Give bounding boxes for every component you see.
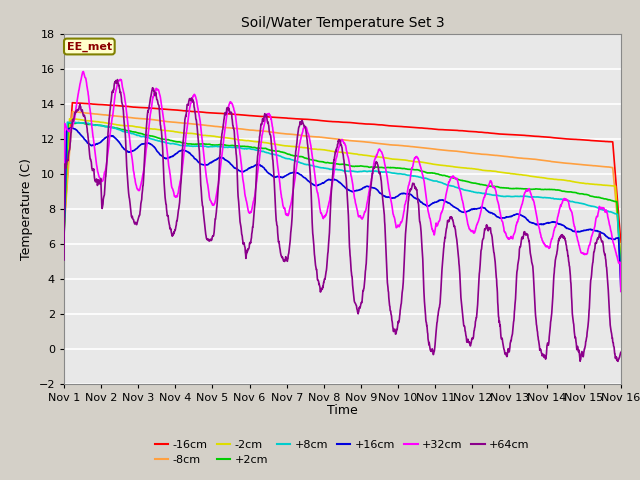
Text: EE_met: EE_met — [67, 41, 112, 52]
X-axis label: Time: Time — [327, 405, 358, 418]
Y-axis label: Temperature (C): Temperature (C) — [20, 158, 33, 260]
Title: Soil/Water Temperature Set 3: Soil/Water Temperature Set 3 — [241, 16, 444, 30]
Legend: -16cm, -8cm, -2cm, +2cm, +8cm, +16cm, +32cm, +64cm: -16cm, -8cm, -2cm, +2cm, +8cm, +16cm, +3… — [150, 435, 534, 469]
